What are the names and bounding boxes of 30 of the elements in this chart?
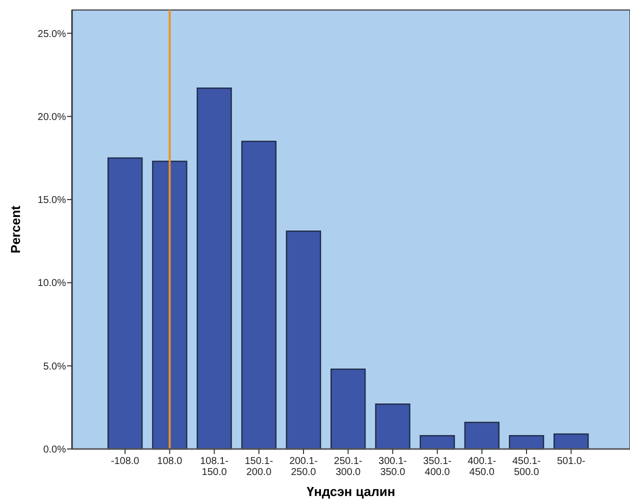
y-axis-title: Percent <box>8 204 23 254</box>
bar <box>152 160 188 450</box>
y-tick-label: 5.0% <box>43 361 66 372</box>
bar <box>196 88 232 450</box>
y-tick-label: 20.0% <box>38 112 66 123</box>
x-tick-label: 501.0- <box>556 456 586 467</box>
bar <box>330 368 366 450</box>
x-tick-label: -108.0 <box>110 456 140 467</box>
x-axis-title: Үндсэн цалин <box>306 484 396 499</box>
y-tick-label: 15.0% <box>38 195 66 206</box>
bar <box>107 157 143 450</box>
y-tick-label: 0.0% <box>43 444 66 456</box>
bar <box>286 230 322 450</box>
x-tick-label: 200.1- 250.0 <box>289 456 318 478</box>
bar <box>420 435 455 450</box>
x-tick-label: 300.1- 350.0 <box>378 456 407 478</box>
bar <box>241 140 276 450</box>
x-tick-label: 150.1- 200.0 <box>244 456 274 478</box>
x-tick-label: 350.1- 400.0 <box>423 456 452 478</box>
y-tick-label: 10.0% <box>38 278 66 290</box>
y-tick-label: 25.0% <box>38 28 66 40</box>
x-tick-label: 250.1- 300.0 <box>334 456 362 478</box>
x-tick-label: 450.1- 500.0 <box>512 456 541 478</box>
x-tick-label: 400.1- 450.0 <box>468 456 496 478</box>
bar <box>375 404 410 450</box>
bar <box>554 433 589 450</box>
bar <box>464 422 500 450</box>
x-tick-label: 108.1- 150.0 <box>200 456 228 478</box>
x-tick-label: 108.0 <box>157 456 183 467</box>
bar <box>508 435 544 450</box>
